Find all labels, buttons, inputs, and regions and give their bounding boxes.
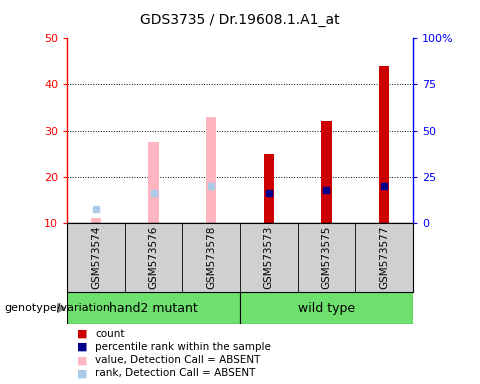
Text: ■: ■: [77, 329, 87, 339]
Text: ■: ■: [77, 342, 87, 352]
Text: GSM573578: GSM573578: [206, 225, 216, 289]
Bar: [67, 292, 240, 324]
Text: GSM573573: GSM573573: [264, 225, 274, 289]
Text: genotype/variation: genotype/variation: [5, 303, 111, 313]
Bar: [321, 121, 332, 223]
Text: wild type: wild type: [298, 302, 355, 314]
Text: GSM573576: GSM573576: [149, 225, 158, 289]
Polygon shape: [57, 303, 65, 313]
Bar: [206, 117, 216, 223]
Text: ■: ■: [77, 355, 87, 365]
Bar: [264, 154, 274, 223]
Text: value, Detection Call = ABSENT: value, Detection Call = ABSENT: [95, 355, 261, 365]
Text: ■: ■: [77, 368, 87, 378]
Bar: [379, 66, 389, 223]
Text: percentile rank within the sample: percentile rank within the sample: [95, 342, 271, 352]
Text: hand2 mutant: hand2 mutant: [109, 302, 198, 314]
Bar: [91, 218, 101, 223]
Text: rank, Detection Call = ABSENT: rank, Detection Call = ABSENT: [95, 368, 255, 378]
Text: count: count: [95, 329, 124, 339]
Bar: [148, 142, 159, 223]
Text: GDS3735 / Dr.19608.1.A1_at: GDS3735 / Dr.19608.1.A1_at: [140, 13, 340, 27]
Bar: [240, 292, 413, 324]
Text: GSM573577: GSM573577: [379, 225, 389, 289]
Text: GSM573574: GSM573574: [91, 225, 101, 289]
Text: GSM573575: GSM573575: [322, 225, 331, 289]
